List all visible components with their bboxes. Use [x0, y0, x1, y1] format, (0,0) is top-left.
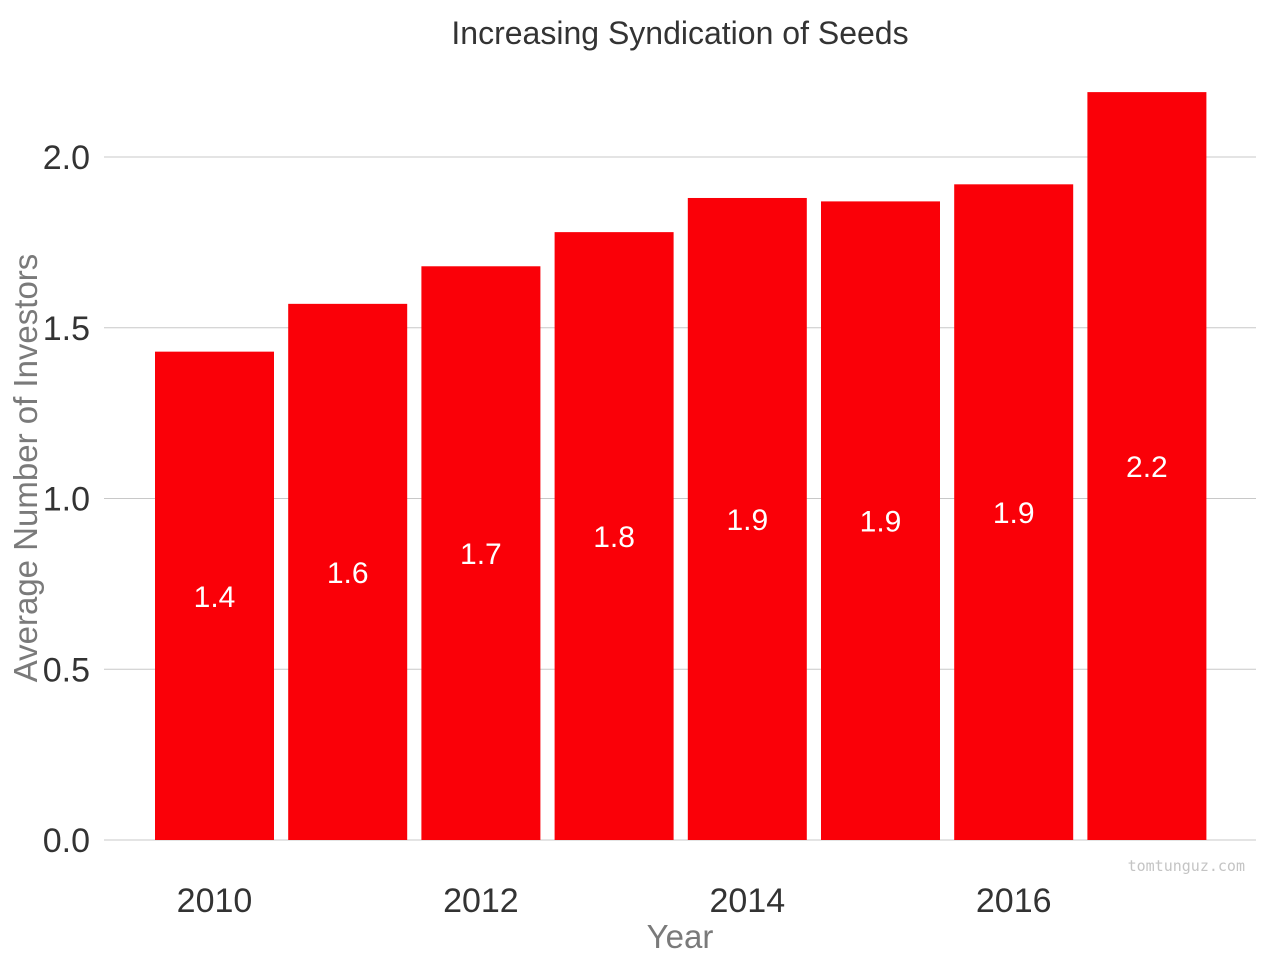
- bar-2011: [288, 303, 408, 841]
- y-axis-ticks: 0.0 0.5 1.0 1.5 2.0: [43, 139, 90, 860]
- bar-value-label-2012: 1.7: [460, 538, 502, 571]
- bar-value-label-2015: 1.9: [860, 506, 902, 539]
- bars: [155, 92, 1207, 841]
- bar-2014: [687, 197, 807, 841]
- watermark: tomtunguz.com: [1128, 857, 1245, 875]
- y-tick-label: 1.5: [43, 310, 90, 348]
- chart-title: Increasing Syndication of Seeds: [451, 15, 908, 51]
- x-tick-label: 2014: [709, 882, 785, 920]
- bar-labels: 1.4 1.6 1.7 1.8 1.9 1.9 1.9 2.2: [194, 451, 1168, 614]
- bar-value-label-2013: 1.8: [593, 521, 635, 554]
- bar-2012: [421, 266, 541, 840]
- bar-value-label-2017: 2.2: [1126, 451, 1168, 484]
- y-axis-title: Average Number of Investors: [7, 254, 44, 683]
- bar-2017: [1087, 92, 1207, 841]
- x-tick-label: 2012: [443, 882, 519, 920]
- x-tick-label: 2016: [976, 882, 1052, 920]
- x-tick-label: 2010: [177, 882, 253, 920]
- bar-2016: [954, 184, 1074, 840]
- y-tick-label: 1.0: [43, 481, 90, 519]
- y-tick-label: 2.0: [43, 139, 90, 177]
- y-tick-label: 0.0: [43, 822, 90, 860]
- bar-value-label-2014: 1.9: [726, 504, 768, 537]
- bar-value-label-2016: 1.9: [993, 497, 1035, 530]
- bar-2013: [554, 232, 674, 840]
- bar-2015: [821, 201, 940, 840]
- bar-2010: [155, 351, 274, 840]
- y-tick-label: 0.5: [43, 651, 90, 689]
- bar-value-label-2010: 1.4: [194, 581, 236, 614]
- x-axis-ticks: 2010 2012 2014 2016: [177, 882, 1052, 920]
- gridlines: [104, 156, 1256, 841]
- x-axis-title: Year: [647, 918, 714, 955]
- bar-value-label-2011: 1.6: [327, 557, 369, 590]
